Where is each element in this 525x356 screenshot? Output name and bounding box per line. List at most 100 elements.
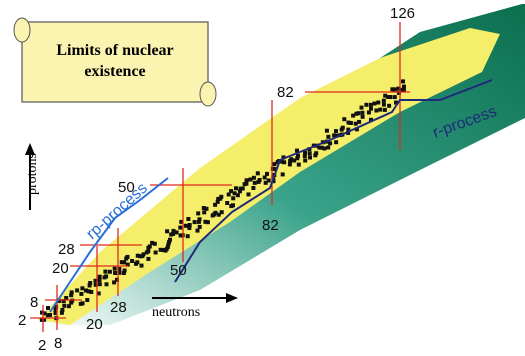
title-line: Limits of nuclear: [56, 42, 173, 59]
nucleus: [104, 274, 108, 278]
nucleus: [281, 172, 285, 176]
nucleus: [360, 111, 364, 115]
nucleus: [234, 186, 238, 190]
nucleus: [186, 217, 190, 221]
nucleus: [103, 270, 107, 274]
nucleus: [122, 260, 126, 264]
nucleus: [123, 269, 127, 273]
nuclide-chart: Limits of nuclear existence Limits of nu…: [0, 0, 525, 356]
nucleus: [308, 151, 312, 155]
nucleus: [206, 220, 210, 224]
nucleus: [196, 229, 200, 233]
nucleus: [219, 195, 223, 199]
nucleus: [402, 85, 406, 89]
nucleus: [67, 304, 71, 308]
nucleus: [252, 176, 256, 180]
nucleus: [236, 193, 240, 197]
nucleus: [247, 192, 251, 196]
nucleus: [382, 99, 386, 103]
nucleus: [178, 226, 182, 230]
nucleus: [188, 223, 192, 227]
nucleus: [303, 159, 307, 163]
nucleus: [198, 217, 202, 221]
nucleus: [198, 225, 202, 229]
nucleus: [148, 244, 152, 248]
magic-label: 20: [52, 260, 69, 277]
nucleus: [135, 260, 139, 264]
nucleus: [231, 203, 235, 207]
nucleus: [373, 102, 377, 106]
nucleus: [401, 79, 405, 83]
nucleus: [393, 95, 397, 99]
nucleus: [322, 147, 326, 151]
nucleus: [267, 179, 271, 183]
nucleus: [98, 275, 102, 279]
nucleus: [325, 129, 329, 133]
nucleus: [393, 87, 397, 91]
nucleus: [146, 257, 150, 261]
nucleus: [165, 229, 169, 233]
nucleus: [153, 242, 157, 246]
nucleus: [105, 282, 109, 286]
nucleus: [89, 290, 93, 294]
nucleus: [60, 308, 64, 312]
nucleus: [388, 95, 392, 99]
magic-label: 20: [86, 316, 103, 333]
nucleus: [360, 106, 364, 110]
nucleus: [378, 108, 382, 112]
nucleus: [146, 249, 150, 253]
nucleus: [175, 230, 179, 234]
nucleus: [126, 255, 130, 259]
nucleus: [256, 171, 260, 175]
nucleus: [108, 270, 112, 274]
nucleus: [80, 286, 84, 290]
title-line: existence: [84, 63, 145, 80]
nucleus: [334, 129, 338, 133]
nucleus: [382, 103, 386, 107]
magic-label: 126: [390, 5, 415, 22]
magic-label: 50: [170, 262, 187, 279]
nucleus: [374, 109, 378, 113]
nucleus: [220, 210, 224, 214]
nucleus: [193, 220, 197, 224]
nucleus: [369, 103, 373, 107]
magic-label: 8: [54, 335, 62, 352]
nucleus: [387, 104, 391, 108]
nucleus: [113, 271, 117, 275]
nucleus: [253, 181, 257, 185]
nucleus: [326, 146, 330, 150]
magic-label: 82: [262, 217, 279, 234]
nucleus: [88, 281, 92, 285]
nucleus: [205, 207, 209, 211]
nucleus: [282, 160, 286, 164]
nucleus: [357, 120, 361, 124]
nucleus: [130, 259, 134, 263]
nucleus: [383, 108, 387, 112]
nucleus: [361, 115, 365, 119]
nucleus: [265, 172, 269, 176]
nucleus: [98, 282, 102, 286]
nucleus: [75, 288, 79, 292]
magic-label: 28: [58, 241, 75, 258]
nucleus: [241, 187, 245, 191]
magic-label: 28: [110, 299, 127, 316]
title-scroll: Limits of nuclear existence: [14, 18, 216, 106]
nucleus: [314, 151, 318, 155]
nucleus: [245, 178, 249, 182]
nucleus: [367, 111, 371, 115]
nucleus: [85, 298, 89, 302]
nucleus: [326, 135, 330, 139]
axis-label: protons: [25, 153, 40, 195]
nucleus: [113, 267, 117, 271]
nucleus: [186, 234, 190, 238]
arrow-head: [226, 293, 238, 303]
magic-label: 2: [38, 337, 46, 354]
nucleus: [349, 121, 353, 125]
nucleus: [341, 126, 345, 130]
nucleus: [154, 251, 158, 255]
nucleus: [297, 163, 301, 167]
magic-label: 82: [277, 84, 294, 101]
nucleus: [229, 189, 233, 193]
nucleus: [328, 141, 332, 145]
nucleus: [231, 196, 235, 200]
